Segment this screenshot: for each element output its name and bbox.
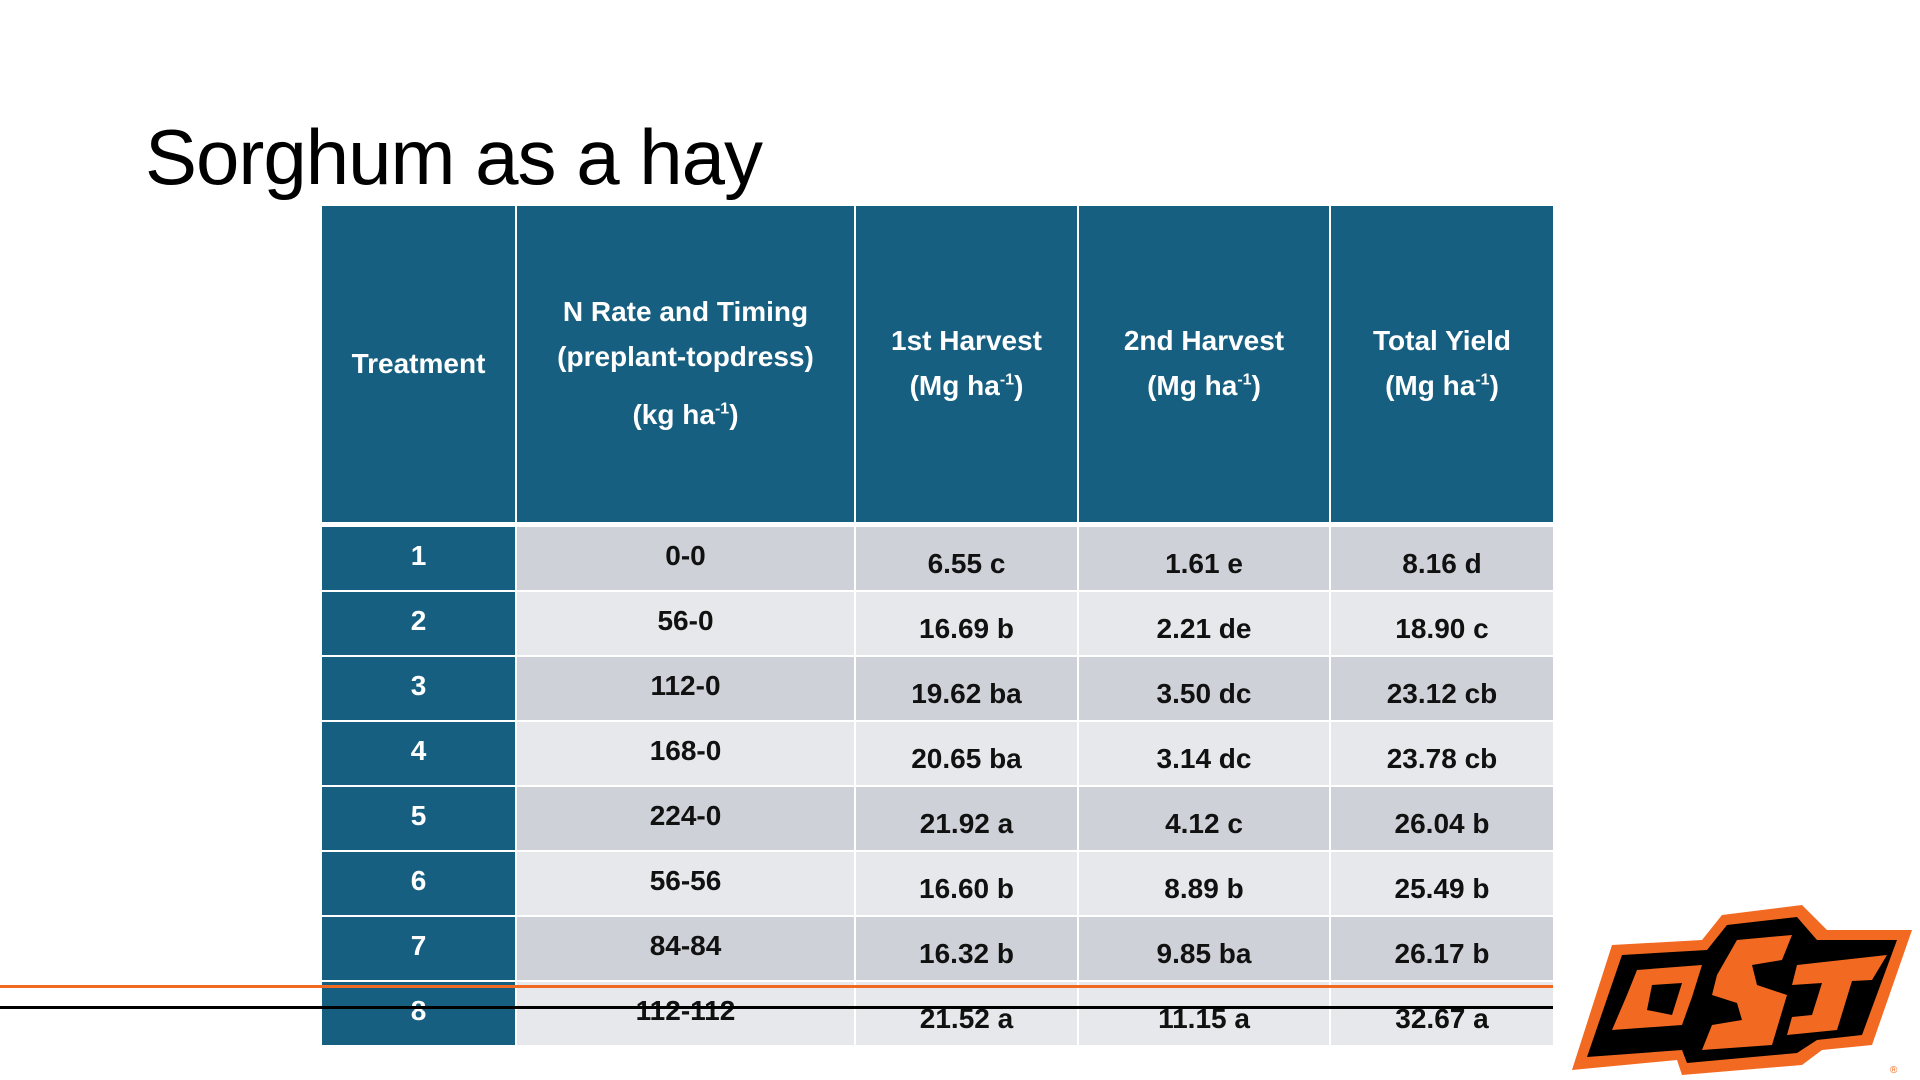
treatment-cell: 5	[322, 785, 517, 852]
yield-table: Treatment N Rate and Timing (preplant-top…	[322, 206, 1553, 1047]
first-harvest-cell: 21.52 a	[854, 980, 1079, 1047]
header-text: (Mg ha	[1147, 370, 1238, 401]
treatment-cell: 4	[322, 720, 517, 787]
table-row: 4 168-0 20.65 ba 3.14 dc 23.78 cb	[322, 720, 1553, 787]
header-text: )	[1251, 370, 1261, 401]
header-first-harvest: 1st Harvest (Mg ha-1)	[854, 206, 1079, 527]
header-text: 2nd Harvest	[1123, 325, 1285, 357]
orange-divider	[0, 985, 1553, 988]
unit-exponent: -1	[1475, 371, 1490, 389]
header-treatment: Treatment	[322, 206, 517, 527]
table-row: 1 0-0 6.55 c 1.61 e 8.16 d	[322, 523, 1553, 592]
header-text: Total Yield	[1373, 325, 1511, 357]
first-harvest-cell: 6.55 c	[854, 523, 1079, 592]
n-rate-cell: 56-56	[515, 850, 856, 917]
treatment-cell: 8	[322, 980, 517, 1047]
second-harvest-cell: 2.21 de	[1077, 590, 1331, 657]
second-harvest-cell: 3.50 dc	[1077, 655, 1331, 722]
second-harvest-cell: 1.61 e	[1077, 523, 1331, 592]
header-text: (kg ha	[632, 399, 715, 431]
header-text: (kg ha-1)	[632, 393, 738, 438]
first-harvest-cell: 20.65 ba	[854, 720, 1079, 787]
second-harvest-cell: 11.15 a	[1077, 980, 1331, 1047]
first-harvest-cell: 19.62 ba	[854, 655, 1079, 722]
header-text: (preplant-topdress)	[557, 340, 814, 372]
unit-exponent: -1	[999, 371, 1015, 389]
header-text: )	[1489, 370, 1499, 401]
first-harvest-cell: 16.69 b	[854, 590, 1079, 657]
n-rate-cell: 84-84	[515, 915, 856, 982]
header-text: 1st Harvest	[891, 325, 1042, 357]
total-yield-cell: 32.67 a	[1329, 980, 1553, 1047]
n-rate-cell: 0-0	[515, 523, 856, 592]
treatment-cell: 7	[322, 915, 517, 982]
total-yield-cell: 25.49 b	[1329, 850, 1553, 917]
slide-title: Sorghum as a hay	[145, 113, 763, 201]
total-yield-cell: 26.04 b	[1329, 785, 1553, 852]
second-harvest-cell: 9.85 ba	[1077, 915, 1331, 982]
header-text: )	[729, 399, 739, 431]
table-row: 6 56-56 16.60 b 8.89 b 25.49 b	[322, 850, 1553, 917]
total-yield-cell: 8.16 d	[1329, 523, 1553, 592]
total-yield-cell: 23.12 cb	[1329, 655, 1553, 722]
n-rate-cell: 112-112	[515, 980, 856, 1047]
table-row: 8 112-112 21.52 a 11.15 a 32.67 a	[322, 980, 1553, 1047]
second-harvest-cell: 4.12 c	[1077, 785, 1331, 852]
second-harvest-cell: 8.89 b	[1077, 850, 1331, 917]
n-rate-cell: 56-0	[515, 590, 856, 657]
n-rate-cell: 168-0	[515, 720, 856, 787]
svg-text:®: ®	[1890, 1065, 1898, 1076]
unit-exponent: -1	[714, 401, 730, 419]
black-divider	[0, 1006, 1553, 1009]
n-rate-cell: 112-0	[515, 655, 856, 722]
second-harvest-cell: 3.14 dc	[1077, 720, 1331, 787]
first-harvest-cell: 16.32 b	[854, 915, 1079, 982]
first-harvest-cell: 21.92 a	[854, 785, 1079, 852]
treatment-cell: 1	[322, 523, 517, 592]
header-second-harvest: 2nd Harvest (Mg ha-1)	[1077, 206, 1331, 527]
header-text: Treatment	[351, 347, 486, 379]
treatment-cell: 3	[322, 655, 517, 722]
header-text: N Rate and Timing	[562, 295, 809, 327]
n-rate-cell: 224-0	[515, 785, 856, 852]
header-total-yield: Total Yield (Mg ha-1)	[1329, 206, 1553, 527]
table-row: 5 224-0 21.92 a 4.12 c 26.04 b	[322, 785, 1553, 852]
table-row: 2 56-0 16.69 b 2.21 de 18.90 c	[322, 590, 1553, 657]
header-text: (Mg ha	[909, 370, 1000, 401]
table-header-row: Treatment N Rate and Timing (preplant-top…	[322, 206, 1553, 527]
osu-logo: ®	[1572, 905, 1912, 1076]
header-text: )	[1014, 370, 1024, 401]
table-row: 3 112-0 19.62 ba 3.50 dc 23.12 cb	[322, 655, 1553, 722]
total-yield-cell: 18.90 c	[1329, 590, 1553, 657]
total-yield-cell: 26.17 b	[1329, 915, 1553, 982]
unit-exponent: -1	[1237, 371, 1252, 389]
header-n-rate: N Rate and Timing (preplant-topdress) (kg …	[515, 206, 856, 527]
treatment-cell: 2	[322, 590, 517, 657]
first-harvest-cell: 16.60 b	[854, 850, 1079, 917]
header-text: (Mg ha	[1385, 370, 1476, 401]
table-row: 7 84-84 16.32 b 9.85 ba 26.17 b	[322, 915, 1553, 982]
total-yield-cell: 23.78 cb	[1329, 720, 1553, 787]
treatment-cell: 6	[322, 850, 517, 917]
